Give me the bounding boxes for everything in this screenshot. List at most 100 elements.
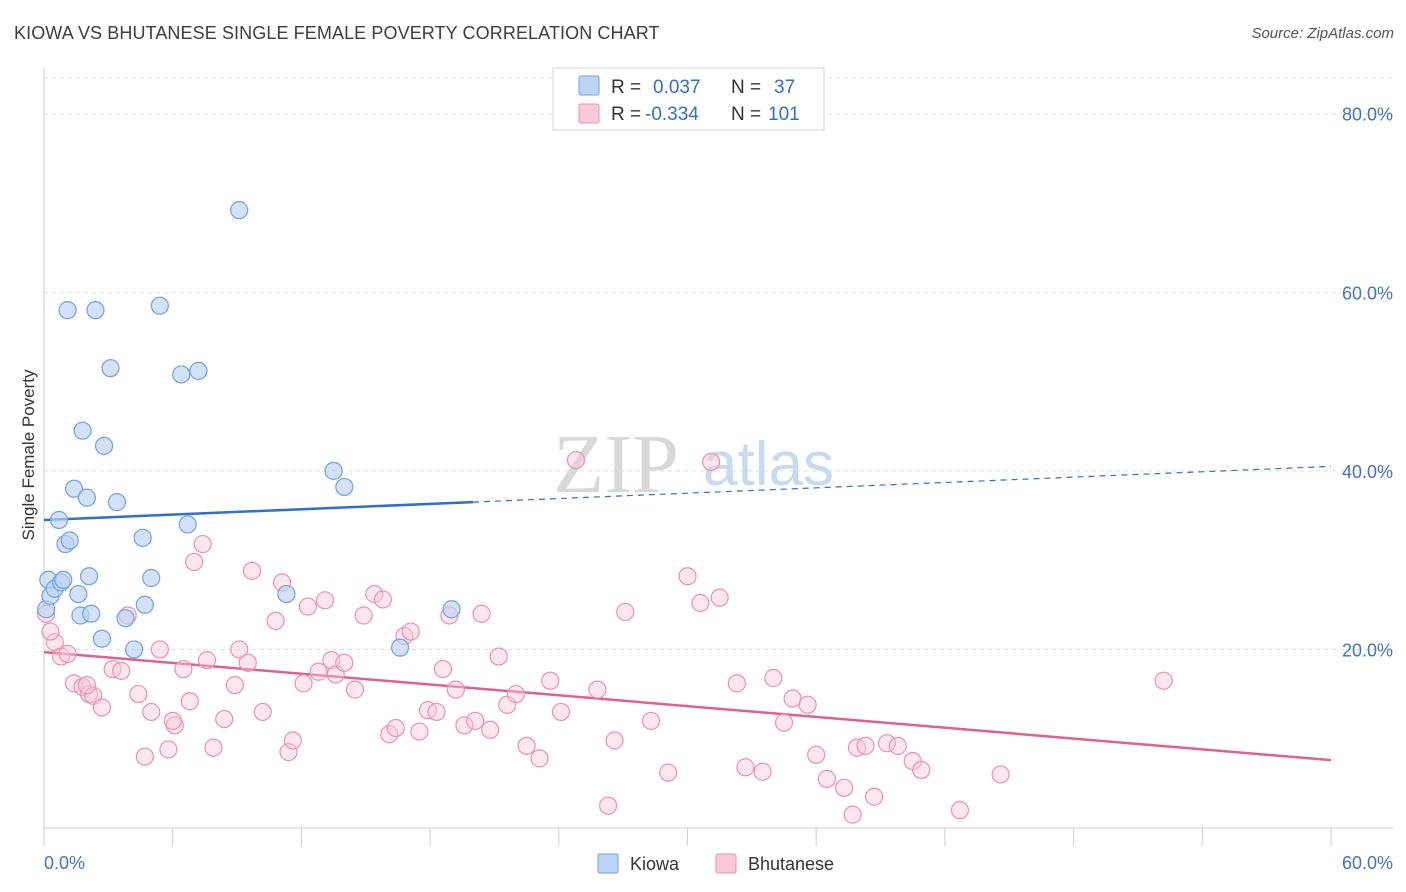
point-kiowa-24	[133, 528, 152, 547]
point-bhutanese-20	[185, 552, 204, 572]
point-bhutanese-61	[506, 684, 526, 704]
point-bhutanese-10	[112, 661, 131, 680]
point-bhutanese-43	[365, 584, 384, 604]
point-kiowa-33	[324, 461, 343, 480]
point-bhutanese-55	[455, 716, 474, 735]
point-bhutanese-100	[163, 711, 182, 730]
point-bhutanese-27	[238, 653, 257, 672]
point-bhutanese-3	[58, 644, 77, 663]
trend-lines	[43, 465, 1332, 762]
point-kiowa-32	[277, 584, 296, 604]
point-bhutanese-21	[193, 534, 212, 554]
point-kiowa-31	[230, 201, 249, 220]
point-kiowa-25	[135, 595, 154, 614]
point-bhutanese-13	[135, 747, 154, 766]
y-tick-label-60: 60.0%	[1342, 283, 1393, 303]
point-kiowa-9	[60, 531, 79, 550]
point-bhutanese-70	[616, 602, 635, 622]
point-kiowa-6	[54, 570, 73, 589]
point-bhutanese-19	[180, 692, 199, 711]
chart-title: KIOWA VS BHUTANESE SINGLE FEMALE POVERTY…	[14, 23, 660, 43]
point-bhutanese-23	[204, 738, 223, 757]
point-kiowa-21	[107, 493, 127, 512]
point-bhutanese-26	[230, 640, 249, 659]
bottom-legend-bhutanese: Bhutanese	[748, 854, 834, 874]
point-kiowa-17	[86, 301, 105, 320]
point-bhutanese-96	[991, 765, 1010, 784]
point-bhutanese-35	[298, 597, 317, 616]
point-bhutanese-16	[159, 740, 178, 759]
point-kiowa-18	[92, 629, 112, 648]
point-kiowa-22	[116, 609, 135, 628]
y-tick-label-80: 80.0%	[1342, 105, 1393, 125]
point-bhutanese-80	[764, 668, 783, 688]
point-bhutanese-40	[335, 653, 354, 672]
point-bhutanese-94	[912, 760, 931, 780]
y-tick-label-20: 20.0%	[1342, 640, 1393, 660]
point-bhutanese-72	[659, 763, 678, 782]
legend-swatch-kiowa	[578, 75, 600, 96]
point-bhutanese-87	[843, 805, 862, 824]
legend-swatch-bhutanese	[578, 103, 600, 124]
y-tick-labels: 20.0% 40.0% 60.0% 80.0%	[1342, 105, 1393, 661]
point-bhutanese-63	[530, 749, 549, 768]
point-bhutanese-12	[129, 684, 148, 704]
point-bhutanese-73	[678, 567, 697, 586]
bottom-legend: Kiowa Bhutanese	[597, 853, 834, 874]
point-bhutanese-46	[386, 718, 405, 738]
legend: R = 0.037 N = 37 R = -0.334 N = 101	[552, 67, 825, 131]
point-bhutanese-85	[817, 769, 837, 788]
point-bhutanese-41	[345, 680, 365, 699]
point-kiowa-36	[442, 600, 461, 619]
point-bhutanese-66	[566, 451, 586, 470]
point-kiowa-34	[335, 477, 354, 497]
data-points	[37, 201, 1173, 824]
point-bhutanese-69	[605, 731, 624, 750]
legend-kiowa-r-value: 0.037	[653, 77, 701, 98]
point-kiowa-4	[49, 510, 69, 530]
point-kiowa-8	[58, 301, 77, 320]
point-bhutanese-68	[599, 796, 618, 815]
watermark-zip: ZIP	[553, 418, 679, 511]
point-bhutanese-34	[294, 674, 313, 693]
point-kiowa-11	[69, 584, 88, 604]
point-bhutanese-98	[41, 622, 60, 641]
legend-kiowa-n-label: N =	[731, 77, 761, 98]
legend-kiowa-r-label: R =	[611, 77, 641, 98]
gridlines	[44, 77, 1393, 650]
point-bhutanese-37	[315, 591, 335, 610]
point-kiowa-19	[94, 436, 114, 455]
point-bhutanese-52	[433, 659, 453, 679]
point-bhutanese-54	[446, 680, 465, 699]
point-bhutanese-24	[215, 709, 234, 729]
point-bhutanese-92	[888, 736, 907, 755]
point-bhutanese-86	[834, 778, 854, 797]
point-bhutanese-32	[279, 743, 298, 762]
point-bhutanese-78	[736, 758, 755, 777]
point-bhutanese-28	[242, 561, 262, 580]
legend-kiowa-n-value: 37	[774, 77, 795, 98]
point-bhutanese-81	[774, 713, 794, 732]
point-bhutanese-8	[92, 698, 112, 717]
point-bhutanese-77	[727, 674, 746, 693]
trend-line-kiowa-extension	[472, 465, 1332, 503]
legend-bhutanese-r-value: -0.334	[645, 104, 699, 125]
point-bhutanese-59	[489, 647, 508, 666]
point-kiowa-14	[77, 488, 97, 507]
point-bhutanese-76	[710, 588, 729, 607]
x-tick-label-max: 60.0%	[1342, 853, 1393, 873]
source-note: Source: ZipAtlas.com	[1251, 25, 1394, 42]
point-bhutanese-15	[150, 640, 169, 659]
point-bhutanese-49	[410, 722, 429, 741]
point-kiowa-27	[150, 296, 169, 315]
point-bhutanese-67	[588, 680, 607, 699]
point-kiowa-20	[101, 359, 120, 378]
point-kiowa-29	[178, 515, 197, 534]
point-bhutanese-90	[865, 787, 884, 806]
y-axis-label: Single Female Poverty	[19, 369, 38, 541]
point-kiowa-10	[64, 479, 84, 498]
watermark-atlas: atlas	[703, 430, 834, 499]
legend-bhutanese-n-value: 101	[768, 104, 800, 125]
watermark: ZIP atlas	[553, 418, 834, 511]
